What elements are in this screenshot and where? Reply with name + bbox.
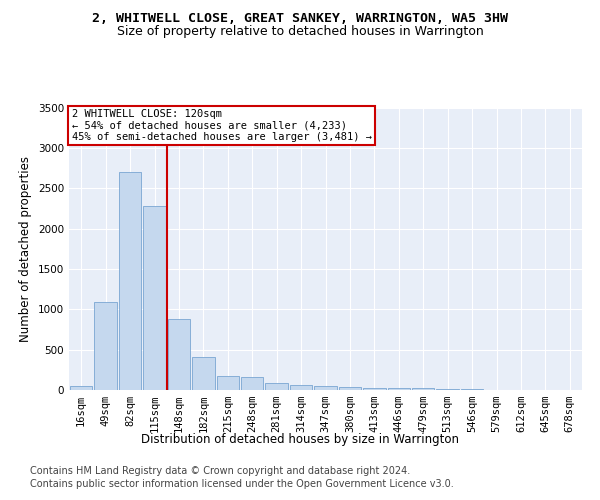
Text: 2, WHITWELL CLOSE, GREAT SANKEY, WARRINGTON, WA5 3HW: 2, WHITWELL CLOSE, GREAT SANKEY, WARRING… <box>92 12 508 26</box>
Y-axis label: Number of detached properties: Number of detached properties <box>19 156 32 342</box>
Bar <box>290 385 313 390</box>
Bar <box>388 388 410 390</box>
Text: Contains public sector information licensed under the Open Government Licence v3: Contains public sector information licen… <box>30 479 454 489</box>
Text: 2 WHITWELL CLOSE: 120sqm
← 54% of detached houses are smaller (4,233)
45% of sem: 2 WHITWELL CLOSE: 120sqm ← 54% of detach… <box>71 109 371 142</box>
Bar <box>265 382 288 390</box>
Bar <box>314 386 337 390</box>
Bar <box>338 387 361 390</box>
Text: Size of property relative to detached houses in Warrington: Size of property relative to detached ho… <box>116 25 484 38</box>
Bar <box>461 389 484 390</box>
Bar <box>241 377 263 390</box>
Bar <box>412 388 434 390</box>
Text: Distribution of detached houses by size in Warrington: Distribution of detached houses by size … <box>141 432 459 446</box>
Bar <box>436 388 459 390</box>
Bar <box>217 376 239 390</box>
Bar <box>192 357 215 390</box>
Bar <box>94 302 117 390</box>
Bar <box>119 172 142 390</box>
Bar <box>143 206 166 390</box>
Bar <box>167 319 190 390</box>
Text: Contains HM Land Registry data © Crown copyright and database right 2024.: Contains HM Land Registry data © Crown c… <box>30 466 410 476</box>
Bar <box>70 386 92 390</box>
Bar <box>363 388 386 390</box>
